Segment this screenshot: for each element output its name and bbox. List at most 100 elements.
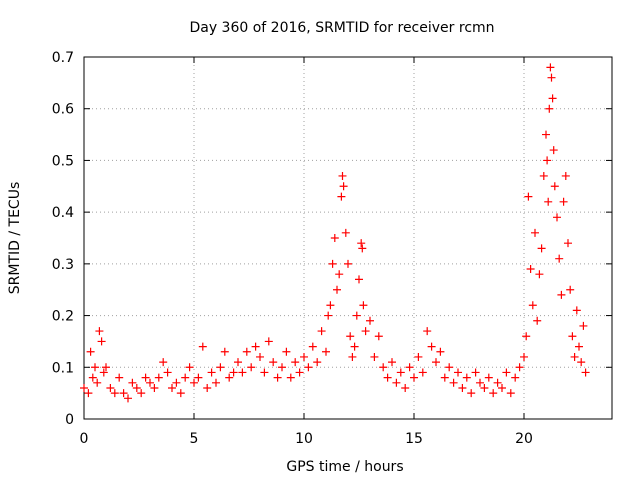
x-axis-label: GPS time / hours — [286, 459, 403, 475]
data-point — [449, 378, 458, 387]
data-point — [229, 368, 238, 377]
data-point — [286, 373, 295, 382]
data-point — [526, 265, 535, 274]
data-point — [388, 358, 396, 367]
data-point — [344, 259, 352, 268]
data-point — [341, 228, 350, 237]
data-point — [537, 244, 546, 253]
data-point — [115, 373, 124, 382]
data-point — [181, 373, 190, 382]
data-point — [506, 389, 515, 398]
data-point — [557, 290, 566, 299]
y-tick-label: 0.5 — [52, 153, 74, 169]
data-point — [436, 347, 445, 356]
data-point — [326, 301, 335, 310]
data-point — [358, 244, 367, 253]
data-point — [383, 373, 392, 382]
data-point — [520, 352, 528, 361]
data-point — [159, 358, 168, 367]
data-point — [168, 383, 176, 392]
data-point — [355, 275, 363, 284]
chart-title: Day 360 of 2016, SRMTID for receiver rcm… — [189, 20, 494, 36]
data-point — [300, 352, 308, 361]
data-point — [198, 342, 207, 351]
data-point — [88, 373, 97, 382]
data-point — [535, 270, 544, 279]
data-point — [91, 363, 99, 372]
data-point — [539, 171, 548, 180]
data-point — [553, 213, 561, 222]
data-point — [124, 394, 132, 403]
data-point — [256, 352, 264, 361]
data-point — [579, 321, 588, 330]
data-point — [335, 270, 344, 279]
data-point — [361, 327, 370, 336]
y-axis-label: SRMTID / TECUs — [7, 182, 23, 295]
x-tick-label: 10 — [295, 431, 313, 447]
data-point — [308, 342, 317, 351]
y-tick-label: 0 — [65, 412, 74, 428]
data-point — [313, 358, 322, 367]
data-point — [418, 368, 427, 377]
data-point — [544, 197, 553, 206]
data-point — [498, 383, 506, 392]
data-point — [99, 368, 108, 377]
data-point — [493, 378, 502, 387]
data-point — [137, 389, 146, 398]
data-point — [154, 373, 163, 382]
data-point — [462, 373, 471, 382]
data-point — [440, 373, 449, 382]
data-point — [242, 347, 251, 356]
data-point — [577, 358, 586, 367]
data-point — [146, 378, 154, 387]
data-point — [467, 389, 476, 398]
data-point — [163, 368, 172, 377]
data-point — [225, 373, 234, 382]
data-point — [548, 94, 557, 103]
data-point — [531, 228, 539, 237]
data-point — [392, 378, 401, 387]
data-point — [561, 171, 570, 180]
data-point — [84, 389, 93, 398]
data-point — [247, 363, 256, 372]
data-point — [511, 373, 520, 382]
data-point — [106, 383, 115, 392]
data-point — [366, 316, 374, 325]
data-point — [476, 378, 484, 387]
data-point — [93, 378, 102, 387]
y-tick-label: 0.7 — [52, 50, 74, 66]
data-point — [207, 368, 216, 377]
grid — [84, 57, 612, 419]
data-point — [273, 373, 282, 382]
data-point — [454, 368, 462, 377]
data-point — [295, 368, 304, 377]
data-points — [80, 63, 590, 403]
data-point — [543, 156, 552, 165]
data-point — [566, 285, 575, 294]
data-point — [396, 368, 405, 377]
data-point — [330, 234, 339, 242]
data-point — [555, 254, 564, 263]
y-tick-label: 0.2 — [52, 309, 74, 325]
data-point — [338, 171, 347, 180]
data-point — [489, 389, 498, 398]
data-point — [185, 363, 194, 372]
data-point — [522, 332, 531, 341]
x-tick-label: 5 — [190, 431, 199, 447]
data-point — [339, 182, 348, 191]
data-point — [581, 368, 590, 377]
plot-frame — [83, 56, 613, 420]
data-point — [423, 327, 432, 336]
data-point — [80, 383, 88, 392]
y-tick-label: 0.6 — [52, 102, 74, 118]
data-point — [251, 342, 260, 351]
data-point — [352, 311, 361, 320]
data-point — [427, 342, 436, 351]
data-point — [291, 358, 300, 367]
x-tick-label: 20 — [515, 431, 533, 447]
data-point — [549, 146, 558, 155]
data-point — [568, 332, 577, 341]
data-point — [374, 332, 383, 341]
data-point — [545, 104, 554, 113]
data-point — [572, 306, 581, 315]
